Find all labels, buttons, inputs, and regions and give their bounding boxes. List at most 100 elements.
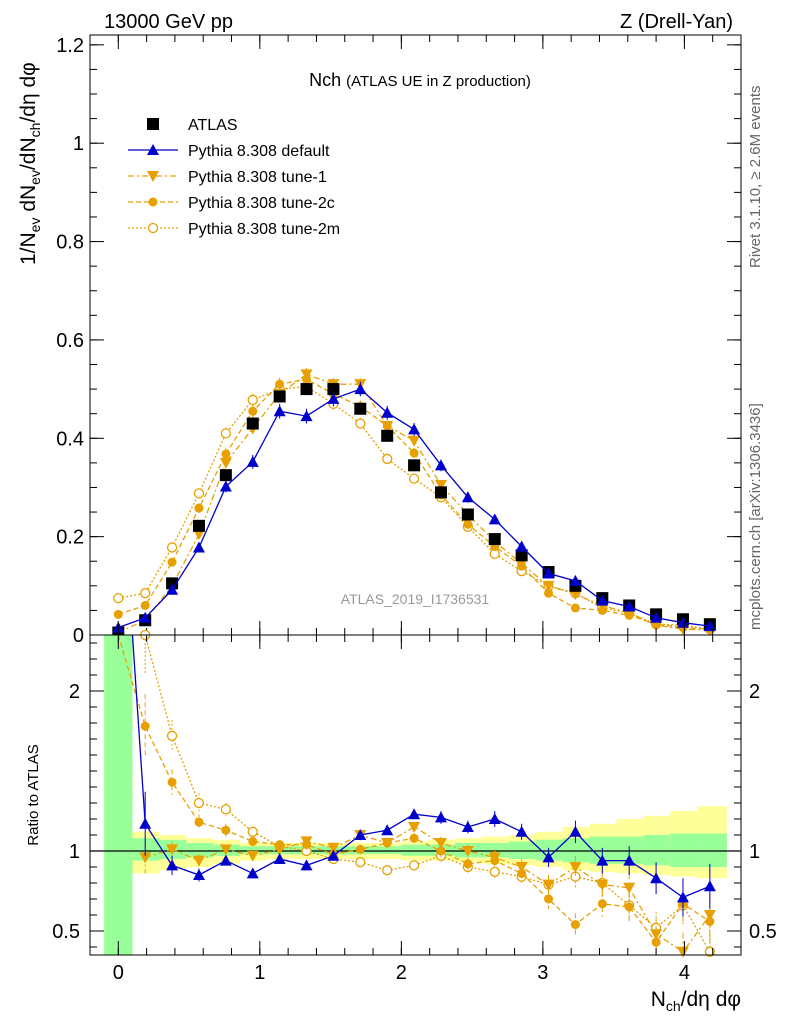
ratio-band-inner xyxy=(401,844,429,856)
main-default-point xyxy=(354,383,367,395)
ylabel-tail: /dη dφ xyxy=(17,62,40,122)
main-tune1-point xyxy=(434,480,447,491)
main-panel-series xyxy=(112,367,716,639)
ratio-default-point xyxy=(623,854,636,866)
main-default-point xyxy=(676,616,689,628)
ratio-y-tick-label-right: 0.5 xyxy=(749,921,777,943)
main-default-point xyxy=(327,392,340,404)
ratio-default-point xyxy=(569,825,582,837)
header-energy-label: 13000 GeV pp xyxy=(104,11,233,33)
ratio-tune1-line xyxy=(145,826,711,953)
ratio-x-tick-label: 1 xyxy=(254,962,265,984)
ratio-tune2c-point xyxy=(355,844,365,854)
main-default-point xyxy=(381,406,394,418)
ratio-y-tick-label-right: 2 xyxy=(749,681,760,703)
main-y-tick-label: 0.8 xyxy=(56,232,84,254)
ratio-tune2c-point xyxy=(167,777,177,787)
main-atlas-point xyxy=(219,469,232,482)
ratio-tune2c-point xyxy=(570,920,580,930)
main-atlas-point xyxy=(408,459,421,472)
ratio-default-point xyxy=(300,859,313,871)
ratio-panel-frame xyxy=(89,634,742,956)
ratio-tune2c-point xyxy=(409,833,419,843)
main-panel-title: Nch (ATLAS UE in Z production) xyxy=(309,70,531,90)
ratio-tune1-point xyxy=(488,852,501,864)
ratio-tune2c-line xyxy=(117,634,711,944)
ratio-y-tick-label-right: 1 xyxy=(749,841,760,863)
main-default-point xyxy=(300,410,313,422)
ratio-tune1-point xyxy=(273,844,286,856)
ratio-band-inner xyxy=(643,835,671,866)
ratio-default-point xyxy=(192,869,205,880)
ratio-tune1-point xyxy=(219,844,232,856)
ylabel-sub-ch: ch xyxy=(27,123,43,138)
main-tune2c-point xyxy=(167,557,177,567)
legend-label-tune2c: Pythia 8.308 tune-2c xyxy=(188,195,335,212)
main-atlas-point xyxy=(246,417,259,430)
main-tune2c-point xyxy=(463,519,473,529)
ratio-default-point xyxy=(139,817,152,829)
ratio-tune2m-line xyxy=(144,634,711,953)
x-axis-label: Nch/dη dφ xyxy=(651,988,741,1014)
main-tune2m-point xyxy=(355,418,366,429)
ratio-x-tick-label: 4 xyxy=(679,962,690,984)
main-default-point xyxy=(219,480,232,492)
ratio-default-point xyxy=(381,824,394,836)
main-default-point xyxy=(650,611,663,623)
ratio-band-inner xyxy=(132,838,160,861)
ratio-default xyxy=(131,634,716,917)
ratio-tune1-point xyxy=(166,844,179,856)
ratio-y-axis-label: Ratio to ATLAS xyxy=(25,744,42,845)
ratio-tune2c-point xyxy=(544,894,554,904)
main-default-point xyxy=(139,611,152,623)
ratio-panel-axes: 0.5 0.5 1 1 2 2 0 1 2 3 4 xyxy=(52,635,777,984)
main-tune1-point xyxy=(515,558,528,570)
legend-marker-tune2c xyxy=(148,197,158,207)
ratio-panel-series xyxy=(117,629,716,958)
main-tune2m-point xyxy=(140,588,151,599)
xlabel-sub-ch: ch xyxy=(666,998,681,1014)
main-atlas-point xyxy=(273,390,286,403)
ratio-tune2c-point xyxy=(436,846,446,856)
ratio-default-point xyxy=(434,811,447,823)
main-atlas-point xyxy=(327,383,340,396)
ratio-tune2c xyxy=(117,634,715,955)
ratio-band-inner xyxy=(482,843,509,858)
main-tune1-point xyxy=(569,589,582,601)
main-y-tick-label: 0 xyxy=(73,625,84,647)
ratio-tune2c-point xyxy=(194,817,204,827)
ratio-tune1-point xyxy=(515,862,528,873)
main-tune2c-point xyxy=(194,503,204,513)
ratio-tune1-point xyxy=(542,879,555,891)
main-atlas-point xyxy=(354,402,367,415)
main-tune2c-point xyxy=(140,600,150,610)
subtitle-text: (ATLAS UE in Z production) xyxy=(346,73,531,90)
ratio-tune1-point xyxy=(246,850,259,862)
main-default-point xyxy=(515,540,528,552)
main-y-tick-label: 1 xyxy=(73,133,84,155)
xlabel-tail: /dη dφ xyxy=(681,988,741,1011)
ratio-band-inner xyxy=(186,843,214,858)
ratio-tune1-point xyxy=(381,838,394,849)
main-default-point xyxy=(623,600,636,612)
ratio-default-point xyxy=(166,859,179,871)
ratio-default-point xyxy=(246,867,259,879)
ratio-tune1-point xyxy=(623,882,636,894)
main-tune1-point xyxy=(408,435,421,447)
ratio-default-point xyxy=(650,872,663,884)
ratio-tune2m xyxy=(140,629,716,957)
ratio-tune1-point xyxy=(569,862,582,873)
ratio-tune1-point xyxy=(676,946,689,958)
ratio-tune1 xyxy=(139,822,716,958)
ratio-y-tick-label: 2 xyxy=(69,681,80,703)
main-atlas-point xyxy=(166,577,179,590)
main-atlas-point xyxy=(381,429,394,442)
ratio-tune2m-point xyxy=(247,826,258,837)
main-atlas-point xyxy=(300,383,313,396)
ratio-band-inner xyxy=(240,846,267,855)
ratio-x-tick-label: 0 xyxy=(113,962,124,984)
ratio-default-point xyxy=(703,880,716,892)
ratio-tune1-point xyxy=(327,842,340,854)
ratio-tune2m-point xyxy=(408,860,420,871)
